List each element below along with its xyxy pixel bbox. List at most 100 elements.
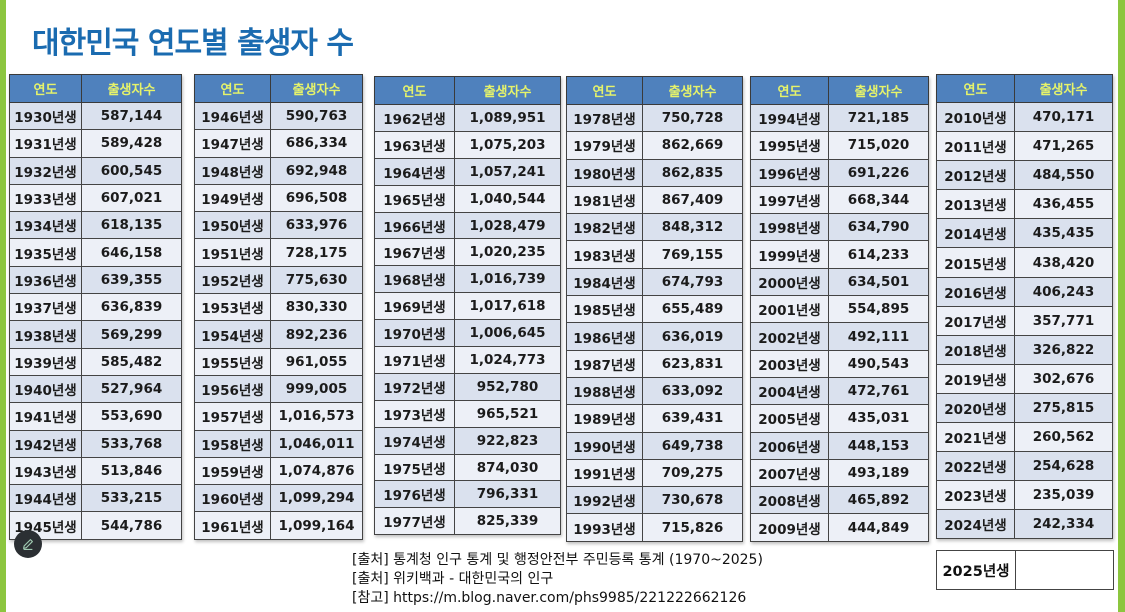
births-cell: 492,111 [828, 322, 929, 351]
births-table-1978-1993: 연도 출생자수 1978년생 750,728 1979년생 862,669 1980년생… [566, 76, 743, 542]
table-row: 1980년생 862,835 [566, 158, 743, 187]
births-cell: 867,409 [642, 185, 743, 215]
year-cell: 1996년생 [750, 158, 829, 187]
table-row: 1970년생 1,006,645 [374, 319, 561, 348]
year-cell: 1990년생 [566, 431, 643, 460]
births-cell: 527,964 [81, 374, 182, 404]
births-table-2010-2024: 연도 출생자수 2010년생 470,171 2011년생 471,265 2012년생… [936, 74, 1113, 540]
year-cell: 1940년생 [9, 374, 82, 404]
table-row: 1971년생 1,024,773 [374, 346, 561, 374]
year-cell: 1936년생 [9, 265, 82, 295]
year-cell: 2014년생 [936, 218, 1015, 249]
table-row: 2021년생 260,562 [936, 422, 1113, 453]
births-cell: 655,489 [642, 295, 743, 324]
table-row: 1930년생 587,144 [9, 101, 182, 131]
births-cell: 961,055 [270, 347, 363, 376]
births-cell: 634,501 [828, 267, 929, 297]
births-cell: 242,334 [1014, 509, 1113, 540]
year-cell: 1931년생 [9, 129, 82, 158]
table-row: 1931년생 589,428 [9, 129, 182, 158]
table-row: 1954년생 892,236 [194, 320, 363, 349]
births-cell: 448,153 [828, 431, 929, 460]
births-cell: 796,331 [454, 480, 561, 509]
year-cell: 1985년생 [566, 295, 643, 324]
pending-births-value [1016, 551, 1113, 589]
year-cell: 1970년생 [374, 319, 455, 348]
table-row: 1975년생 874,030 [374, 453, 561, 482]
year-cell: 2024년생 [936, 509, 1015, 540]
year-cell: 1981년생 [566, 185, 643, 215]
births-cell: 830,330 [270, 293, 363, 322]
year-cell: 1973년생 [374, 399, 455, 428]
year-cell: 2018년생 [936, 334, 1015, 365]
year-cell: 1999년생 [750, 240, 829, 269]
table-row: 1949년생 696,508 [194, 183, 363, 213]
births-cell: 533,215 [81, 484, 182, 513]
table-row: 1966년생 1,028,479 [374, 211, 561, 240]
year-cell: 1930년생 [9, 101, 82, 131]
year-cell: 2002년생 [750, 322, 829, 351]
column-header-year: 연도 [936, 74, 1015, 103]
table-row: 1968년생 1,016,739 [374, 265, 561, 294]
table-row: 1936년생 639,355 [9, 265, 182, 295]
births-cell: 1,075,203 [454, 130, 561, 159]
year-cell: 1949년생 [194, 183, 271, 213]
year-cell: 1932년생 [9, 156, 82, 185]
births-cell: 1,057,241 [454, 157, 561, 186]
births-cell: 1,016,739 [454, 265, 561, 294]
column-header-births: 출생자수 [828, 76, 929, 105]
births-cell: 438,420 [1014, 247, 1113, 278]
table-row: 1951년생 728,175 [194, 238, 363, 267]
year-cell: 1933년생 [9, 183, 82, 213]
births-cell: 357,771 [1014, 305, 1113, 336]
births-cell: 435,031 [828, 404, 929, 433]
year-cell: 2011년생 [936, 131, 1015, 162]
table-row: 2013년생 436,455 [936, 189, 1113, 220]
births-cell: 674,793 [642, 267, 743, 297]
births-table-1946-1961: 연도 출생자수 1946년생 590,763 1947년생 686,334 1948년생… [194, 74, 363, 540]
table-row: 1964년생 1,057,241 [374, 157, 561, 186]
births-cell: 614,233 [828, 240, 929, 269]
year-cell: 1959년생 [194, 456, 271, 486]
table-row: 1940년생 527,964 [9, 374, 182, 404]
year-cell: 1992년생 [566, 486, 643, 515]
births-cell: 709,275 [642, 458, 743, 488]
left-accent-bar [0, 0, 6, 612]
table-row: 1946년생 590,763 [194, 101, 363, 131]
births-cell: 691,226 [828, 158, 929, 187]
table-row: 1957년생 1,016,573 [194, 402, 363, 431]
column-header-year: 연도 [750, 76, 829, 105]
table-row: 1972년생 952,780 [374, 372, 561, 401]
year-cell: 1978년생 [566, 103, 643, 133]
births-cell: 493,189 [828, 458, 929, 488]
births-cell: 668,344 [828, 185, 929, 215]
year-cell: 1988년생 [566, 376, 643, 406]
year-cell: 1967년생 [374, 238, 455, 267]
births-cell: 633,976 [270, 211, 363, 240]
births-cell: 999,005 [270, 374, 363, 404]
table-row: 1960년생 1,099,294 [194, 484, 363, 513]
year-cell: 1965년생 [374, 184, 455, 213]
edit-button[interactable] [14, 530, 42, 558]
year-cell: 2017년생 [936, 305, 1015, 336]
table-row: 1939년생 585,482 [9, 347, 182, 376]
source-line-statistics: [출처] 통계청 인구 통계 및 행정안전부 주민등록 통계 (1970~202… [352, 552, 763, 568]
births-cell: 585,482 [81, 347, 182, 376]
table-row: 2003년생 490,543 [750, 349, 929, 378]
births-cell: 696,508 [270, 183, 363, 213]
births-cell: 587,144 [81, 101, 182, 131]
table-row: 1958년생 1,046,011 [194, 429, 363, 458]
reference-link[interactable]: [참고] https://m.blog.naver.com/phs9985/22… [352, 590, 747, 606]
table-row: 2007년생 493,189 [750, 458, 929, 488]
column-header-births: 출생자수 [454, 76, 561, 105]
births-cell: 1,017,618 [454, 292, 561, 321]
table-row: 1998년생 634,790 [750, 213, 929, 242]
column-header-year: 연도 [9, 74, 82, 103]
table-row: 1965년생 1,040,544 [374, 184, 561, 213]
table-row: 1986년생 636,019 [566, 322, 743, 351]
year-cell: 1955년생 [194, 347, 271, 376]
year-cell: 1947년생 [194, 129, 271, 158]
table-row: 2017년생 357,771 [936, 305, 1113, 336]
table-row: 1933년생 607,021 [9, 183, 182, 213]
year-cell: 2004년생 [750, 376, 829, 406]
